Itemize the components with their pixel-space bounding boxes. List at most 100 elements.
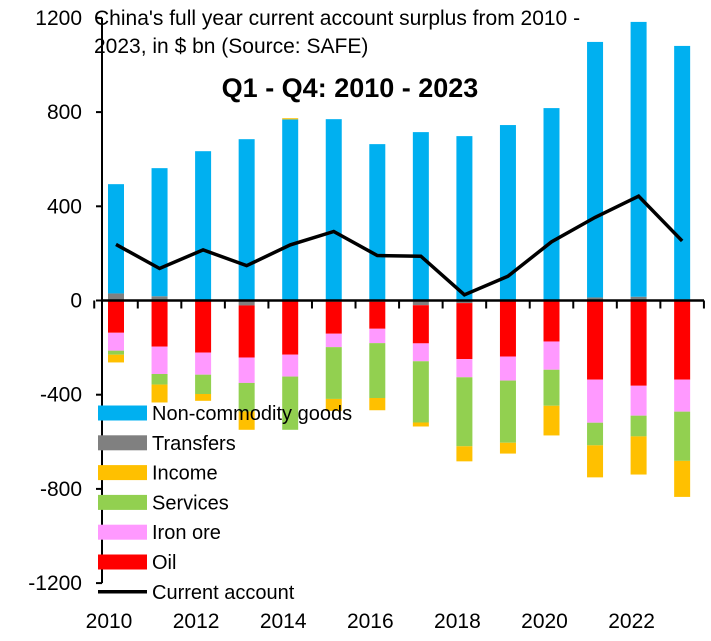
x-tick-label: 2014 (260, 610, 307, 633)
bar-oil-2011 (151, 300, 168, 347)
bar-transfers-2021 (587, 297, 604, 301)
bar-iron-ore-2020 (543, 341, 560, 370)
bar-oil-2023 (674, 300, 691, 380)
legend-label: Non-commodity goods (152, 403, 352, 425)
bar-transfers-2010 (108, 293, 124, 301)
bar-non-commodity-goods-2019 (499, 125, 516, 301)
y-tick-label: 0 (70, 290, 82, 313)
legend-swatch (98, 435, 147, 451)
bar-iron-ore-2014 (282, 354, 299, 377)
bar-transfers-2011 (151, 296, 168, 301)
bar-services-2016 (369, 343, 386, 398)
bar-income-2012 (195, 393, 212, 401)
bar-oil-2017 (412, 305, 429, 344)
bar-oil-2014 (282, 300, 299, 355)
bar-oil-2010 (108, 300, 124, 333)
chart-title-line-2: 2023, in $ bn (Source: SAFE) (94, 35, 368, 58)
bar-iron-ore-2021 (587, 379, 604, 423)
current-account-line-group (115, 194, 684, 297)
chart-title-line-1: China's full year current account surplu… (94, 7, 580, 30)
bar-iron-ore-2023 (674, 379, 691, 412)
bar-transfers-2013 (238, 300, 255, 306)
bar-services-2014 (282, 376, 299, 430)
legend-label: Services (152, 492, 229, 514)
bar-oil-2016 (369, 301, 386, 329)
y-tick-label: 800 (47, 101, 82, 124)
legend-label: Transfers (152, 433, 236, 455)
legend-swatch (98, 405, 147, 421)
x-tick-label: 2010 (86, 610, 133, 633)
bar-iron-ore-2016 (369, 328, 386, 344)
bar-non-commodity-goods-2013 (238, 139, 255, 301)
current-account-line (115, 194, 684, 297)
bar-iron-ore-2018 (456, 359, 473, 378)
bar-transfers-2018 (456, 300, 473, 304)
x-tick-label: 2022 (608, 610, 655, 633)
chart-subtitle: Q1 - Q4: 2010 - 2023 (222, 73, 479, 103)
bar-services-2022 (630, 415, 647, 437)
bar-services-2021 (587, 422, 604, 446)
bar-iron-ore-2011 (151, 346, 168, 374)
legend-swatch (98, 524, 147, 540)
bar-income-2019 (499, 442, 516, 454)
bar-oil-2018 (456, 303, 473, 360)
bar-income-2023 (674, 460, 691, 497)
legend-swatch (98, 554, 147, 570)
axes (93, 16, 705, 585)
bar-oil-2021 (587, 300, 604, 380)
bar-income-2014 (282, 118, 299, 120)
bar-non-commodity-goods-2021 (587, 41, 604, 298)
bar-iron-ore-2017 (412, 343, 429, 362)
bar-income-2013 (238, 411, 255, 430)
bar-services-2018 (456, 377, 473, 447)
bar-income-2018 (456, 446, 473, 462)
bar-non-commodity-goods-2023 (674, 45, 691, 300)
legend-swatch (98, 494, 147, 510)
bar-income-2010 (108, 354, 124, 363)
bar-transfers-2022 (630, 296, 647, 301)
bar-non-commodity-goods-2017 (412, 132, 429, 301)
bar-income-2021 (587, 445, 604, 478)
legend-label: Iron ore (152, 522, 221, 544)
bar-income-2015 (325, 398, 342, 411)
bar-services-2019 (499, 380, 516, 443)
bar-services-2010 (108, 350, 124, 355)
bar-oil-2015 (325, 301, 342, 334)
x-tick-labels: 2010 2012 2014 2016 2018 2020 2022 (86, 610, 655, 633)
bar-services-2015 (325, 347, 342, 399)
bar-income-2016 (369, 397, 386, 411)
bar-non-commodity-goods-2022 (630, 21, 647, 297)
bar-transfers-2017 (412, 300, 429, 306)
y-tick-label: -800 (40, 478, 82, 501)
y-tick-label: 400 (47, 195, 82, 218)
bar-oil-2020 (543, 300, 560, 342)
bar-oil-2022 (630, 300, 647, 386)
y-tick-label: -1200 (28, 572, 82, 595)
x-tick-label: 2012 (173, 610, 220, 633)
bar-non-commodity-goods-2014 (282, 119, 299, 301)
bar-income-2022 (630, 436, 647, 475)
x-tick-label: 2020 (521, 610, 568, 633)
legend-swatch (98, 465, 147, 481)
legend-label: Income (152, 463, 218, 485)
bar-iron-ore-2010 (108, 332, 124, 351)
bar-iron-ore-2013 (238, 357, 255, 383)
y-tick-labels: 1200 800 400 0 -400 -800 -1200 (28, 7, 82, 595)
bar-non-commodity-goods-2018 (456, 136, 473, 301)
bar-oil-2013 (238, 305, 255, 358)
x-tick-label: 2018 (434, 610, 481, 633)
bar-income-2020 (543, 405, 560, 436)
bar-non-commodity-goods-2010 (108, 184, 124, 294)
bar-oil-2019 (499, 300, 516, 357)
bar-services-2023 (674, 411, 691, 461)
bar-services-2013 (238, 382, 255, 412)
bar-services-2017 (412, 361, 429, 423)
bar-oil-2012 (195, 300, 212, 353)
bars (108, 21, 691, 497)
y-tick-label: -400 (40, 384, 82, 407)
bar-iron-ore-2022 (630, 385, 647, 416)
bar-services-2020 (543, 369, 560, 406)
legend-label: Current account (152, 582, 295, 604)
bar-income-2011 (151, 384, 168, 403)
